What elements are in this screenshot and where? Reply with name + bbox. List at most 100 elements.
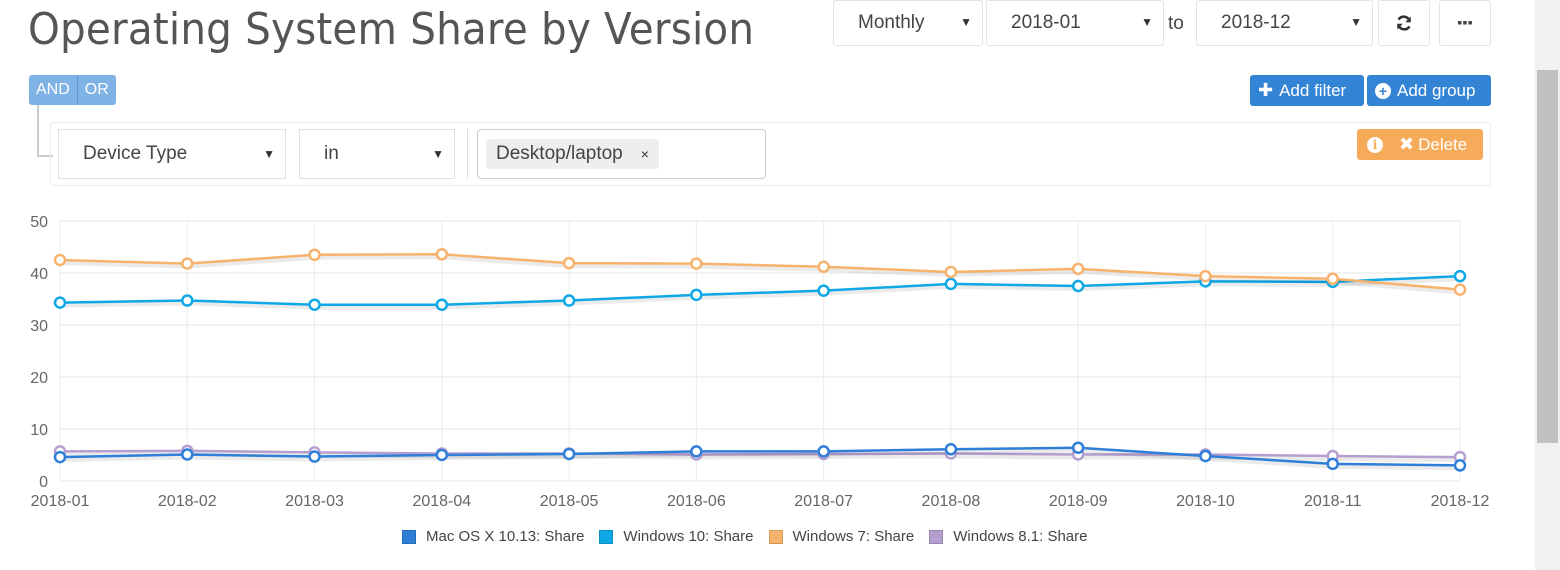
data-point[interactable] [1453,459,1467,472]
legend-swatch-icon [402,529,416,544]
data-point[interactable] [308,298,321,311]
value-multiselect[interactable]: Desktop/laptop × [477,129,766,179]
data-point[interactable] [1453,269,1467,283]
legend-label: Windows 8.1: Share [953,528,1088,545]
data-point[interactable] [435,248,449,261]
x-tick-label: 2018-09 [1049,493,1108,510]
add-group-button[interactable]: + Add group [1367,75,1491,106]
more-options-button[interactable] [1439,0,1491,46]
line-chart: 0 10 20 30 40 50 2018-01 2018-02 2018-03 2018-04 2… [30,214,1490,510]
data-point[interactable] [690,288,703,302]
data-point[interactable] [53,253,67,267]
legend-swatch-icon [599,529,614,544]
data-point[interactable] [817,284,830,297]
x-tick-label: 2018-03 [285,493,344,510]
add-filter-button[interactable]: ✚ Add filter [1250,75,1364,106]
legend-swatch-icon [768,529,783,544]
delete-label: Delete [1418,134,1468,154]
interval-select[interactable]: Monthly ▼ [833,0,983,46]
data-point[interactable] [308,450,321,463]
data-point[interactable] [562,447,576,461]
y-tick-label: 30 [30,318,48,335]
close-icon: ✖ [1399,134,1415,154]
x-tick-label: 2018-07 [794,493,853,510]
chevron-down-icon: ▼ [263,147,275,161]
to-date-value: 2018-12 [1221,12,1291,33]
x-tick-label: 2018-08 [922,493,981,510]
operator-select[interactable]: in ▼ [299,129,455,179]
rule-connector-line [37,105,53,157]
legend-item[interactable]: Windows 7: Share [768,528,915,545]
data-point[interactable] [817,260,830,274]
legend-item[interactable]: Mac OS X 10.13: Share [402,528,584,545]
to-date-select[interactable]: 2018-12 ▼ [1196,0,1373,46]
data-point[interactable] [181,448,194,461]
data-point[interactable] [562,294,576,307]
data-point[interactable] [308,248,321,262]
data-point[interactable] [53,450,67,464]
chevron-down-icon: ▼ [1141,15,1153,29]
x-tick-label: 2018-05 [540,493,599,510]
chart-legend: Mac OS X 10.13: Share Windows 10: Share Wi… [402,528,1102,545]
from-date-value: 2018-01 [1011,12,1081,33]
y-tick-label: 10 [30,422,48,439]
y-tick-label: 50 [30,214,48,231]
data-point[interactable] [817,445,830,458]
legend-label: Mac OS X 10.13: Share [426,528,585,545]
data-point[interactable] [1199,269,1212,283]
legend-item[interactable]: Windows 10: Share [599,528,754,545]
refresh-icon [1397,15,1411,31]
data-point[interactable] [1326,272,1339,285]
data-point[interactable] [1453,283,1467,296]
x-tick-label: 2018-01 [31,493,90,510]
x-tick-label: 2018-04 [412,493,471,510]
scrollbar-thumb[interactable] [1537,70,1558,443]
legend-swatch-icon [929,529,944,544]
chevron-down-icon: ▼ [960,15,972,29]
data-point[interactable] [690,445,703,458]
delete-rule-button[interactable]: i ✖ Delete [1357,129,1483,160]
data-point[interactable] [690,257,703,270]
value-tag: Desktop/laptop × [486,139,659,169]
legend-label: Windows 7: Share [792,528,915,545]
data-point[interactable] [1071,441,1085,454]
data-point[interactable] [1199,449,1212,463]
data-point[interactable] [435,298,449,311]
series-line [59,449,1461,459]
add-filter-label: Add filter [1279,80,1347,100]
data-point[interactable] [1071,279,1085,293]
data-point[interactable] [1326,457,1339,471]
data-point[interactable] [562,256,576,270]
y-tick-label: 40 [30,266,48,283]
and-button[interactable]: AND [29,75,77,105]
conjunction-toggle: AND OR [29,75,116,105]
ellipsis-icon [1458,21,1472,25]
x-tick-label: 2018-11 [1304,493,1362,510]
data-point[interactable] [181,294,194,307]
x-tick-label: 2018-12 [1431,493,1490,510]
to-label: to [1168,13,1184,34]
data-point[interactable] [1071,262,1085,276]
data-point[interactable] [944,443,958,456]
interval-value: Monthly [858,12,925,33]
page-title: Operating System Share by Version [28,4,755,55]
refresh-button[interactable] [1378,0,1430,46]
series-line [59,274,1461,306]
chevron-down-icon: ▼ [432,147,444,161]
legend-label: Windows 10: Share [623,528,754,545]
from-date-select[interactable]: 2018-01 ▼ [986,0,1164,46]
info-icon[interactable]: i [1367,136,1383,153]
field-value: Device Type [83,143,188,164]
x-tick-label: 2018-02 [158,493,217,510]
data-point[interactable] [944,277,958,291]
legend-item[interactable]: Windows 8.1: Share [929,528,1087,545]
x-tick-label: 2018-10 [1176,493,1235,510]
field-select[interactable]: Device Type ▼ [58,129,286,179]
data-point[interactable] [181,257,194,270]
or-button[interactable]: OR [76,75,116,105]
data-point[interactable] [435,448,449,462]
remove-tag-icon[interactable]: × [640,146,649,162]
data-point[interactable] [53,296,67,309]
data-point[interactable] [944,265,958,279]
series-line [59,253,1461,291]
